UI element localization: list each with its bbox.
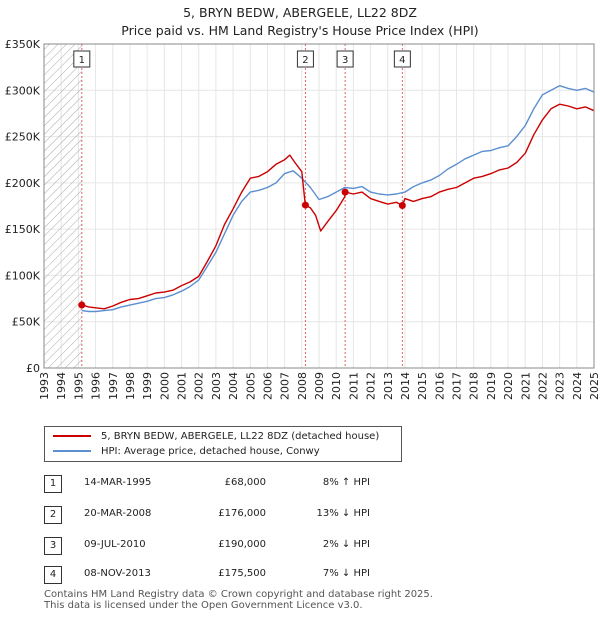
- legend: 5, BRYN BEDW, ABERGELE, LL22 8DZ (detach…: [44, 426, 402, 462]
- title-line-2: Price paid vs. HM Land Registry's House …: [121, 23, 479, 38]
- legend-label-hpi: HPI: Average price, detached house, Conw…: [101, 446, 320, 457]
- y-tick-label: £0: [26, 362, 40, 375]
- transaction-date: 08-NOV-2013: [84, 568, 151, 579]
- x-tick-label: 2012: [365, 372, 378, 400]
- x-tick-label: 2017: [451, 372, 464, 400]
- transaction-row: 3 09-JUL-2010 £190,000 2% ↓ HPI: [44, 537, 444, 557]
- x-tick-label: 1994: [55, 372, 68, 400]
- transaction-point: [341, 188, 349, 196]
- transaction-row: 2 20-MAR-2008 £176,000 13% ↓ HPI: [44, 506, 444, 526]
- footer: Contains HM Land Registry data © Crown c…: [44, 589, 584, 611]
- transaction-date: 20-MAR-2008: [84, 508, 152, 519]
- x-tick-label: 2002: [193, 372, 206, 400]
- x-tick-label: 2013: [382, 372, 395, 400]
- transaction-marker-box: [296, 50, 314, 68]
- x-tick-label: 2021: [519, 372, 532, 400]
- y-tick-label: £150K: [5, 223, 41, 236]
- x-tick-label: 2004: [227, 372, 240, 400]
- hatched-region: [44, 44, 82, 368]
- y-tick-label: £50K: [12, 316, 41, 329]
- x-tick-label: 2000: [158, 372, 171, 400]
- x-tick-label: 2019: [485, 372, 498, 400]
- x-tick-label: 2010: [330, 372, 343, 400]
- property-price-line: [81, 103, 595, 310]
- x-tick-label: 2011: [347, 372, 360, 400]
- y-tick-label: £350K: [5, 38, 41, 51]
- plot-frame: [43, 43, 595, 369]
- title-line-1: 5, BRYN BEDW, ABERGELE, LL22 8DZ: [183, 5, 417, 20]
- transaction-marker-box: [336, 50, 354, 68]
- transaction-badge: 2: [44, 506, 62, 524]
- x-tick-label: 2001: [176, 372, 189, 400]
- y-tick-label: £300K: [5, 84, 41, 97]
- transaction-price: £190,000: [218, 539, 266, 550]
- transaction-row: 1 14-MAR-1995 £68,000 8% ↑ HPI: [44, 475, 444, 495]
- transaction-marker-box: [73, 50, 91, 68]
- x-tick-label: 2008: [296, 372, 309, 400]
- hpi-line: [81, 85, 595, 313]
- x-tick-label: 1998: [124, 372, 137, 400]
- y-tick-label: £200K: [5, 177, 41, 190]
- legend-label-property: 5, BRYN BEDW, ABERGELE, LL22 8DZ (detach…: [101, 431, 380, 442]
- x-tick-label: 1996: [90, 372, 103, 400]
- transaction-badge: 3: [44, 537, 62, 555]
- x-tick-label: 2005: [244, 372, 257, 400]
- x-tick-label: 1995: [72, 372, 85, 400]
- transaction-badge: 1: [44, 475, 62, 493]
- transaction-price: £68,000: [224, 477, 266, 488]
- transaction-point: [301, 201, 309, 209]
- x-tick-label: 2018: [468, 372, 481, 400]
- x-tick-label: 2023: [554, 372, 567, 400]
- legend-item-property: 5, BRYN BEDW, ABERGELE, LL22 8DZ (detach…: [53, 430, 379, 444]
- x-tick-label: 2022: [536, 372, 549, 400]
- price-chart: 1 2 3 4 £0 £50K £100K £150K £200K £250K £300K £350…: [5, 38, 600, 400]
- transaction-point: [398, 202, 406, 210]
- transaction-badge: 4: [44, 566, 62, 584]
- transaction-marker-box: [393, 50, 411, 68]
- footer-licence: This data is licensed under the Open Gov…: [44, 600, 363, 611]
- legend-swatch-hpi: [53, 450, 91, 452]
- transaction-point: [78, 301, 86, 309]
- transaction-hpi: 13% ↓ HPI: [316, 508, 370, 519]
- x-tick-label: 2006: [261, 372, 274, 400]
- transaction-row: 4 08-NOV-2013 £175,500 7% ↓ HPI: [44, 566, 444, 586]
- x-tick-label: 2025: [588, 372, 600, 400]
- x-tick-label: 2016: [433, 372, 446, 400]
- chart-title: 5, BRYN BEDW, ABERGELE, LL22 8DZ Price p…: [0, 4, 600, 40]
- transaction-hpi: 8% ↑ HPI: [322, 477, 370, 488]
- x-tick-label: 1997: [107, 372, 120, 400]
- x-tick-label: 1999: [141, 372, 154, 400]
- x-tick-label: 2015: [416, 372, 429, 400]
- x-tick-label: 2020: [502, 372, 515, 400]
- x-tick-label: 2014: [399, 372, 412, 400]
- transaction-marker-label: 3: [342, 55, 348, 66]
- footer-copyright: Contains HM Land Registry data © Crown c…: [44, 589, 433, 600]
- transaction-hpi: 7% ↓ HPI: [322, 568, 370, 579]
- transaction-price: £176,000: [218, 508, 266, 519]
- transaction-date: 09-JUL-2010: [84, 539, 146, 550]
- x-tick-label: 2007: [279, 372, 292, 400]
- transaction-marker-label: 4: [399, 55, 405, 66]
- transaction-hpi: 2% ↓ HPI: [322, 539, 370, 550]
- legend-item-hpi: HPI: Average price, detached house, Conw…: [53, 445, 320, 459]
- x-tick-label: 2003: [210, 372, 223, 400]
- x-tick-label: 2024: [571, 372, 584, 400]
- transaction-marker-label: 1: [79, 55, 85, 66]
- y-tick-label: £100K: [5, 269, 41, 282]
- transaction-price: £175,500: [218, 568, 266, 579]
- transaction-date: 14-MAR-1995: [84, 477, 152, 488]
- transaction-marker-label: 2: [302, 55, 308, 66]
- legend-swatch-property: [53, 435, 91, 437]
- x-tick-label: 1993: [38, 372, 51, 400]
- x-tick-label: 2009: [313, 372, 326, 400]
- y-tick-label: £250K: [5, 131, 41, 144]
